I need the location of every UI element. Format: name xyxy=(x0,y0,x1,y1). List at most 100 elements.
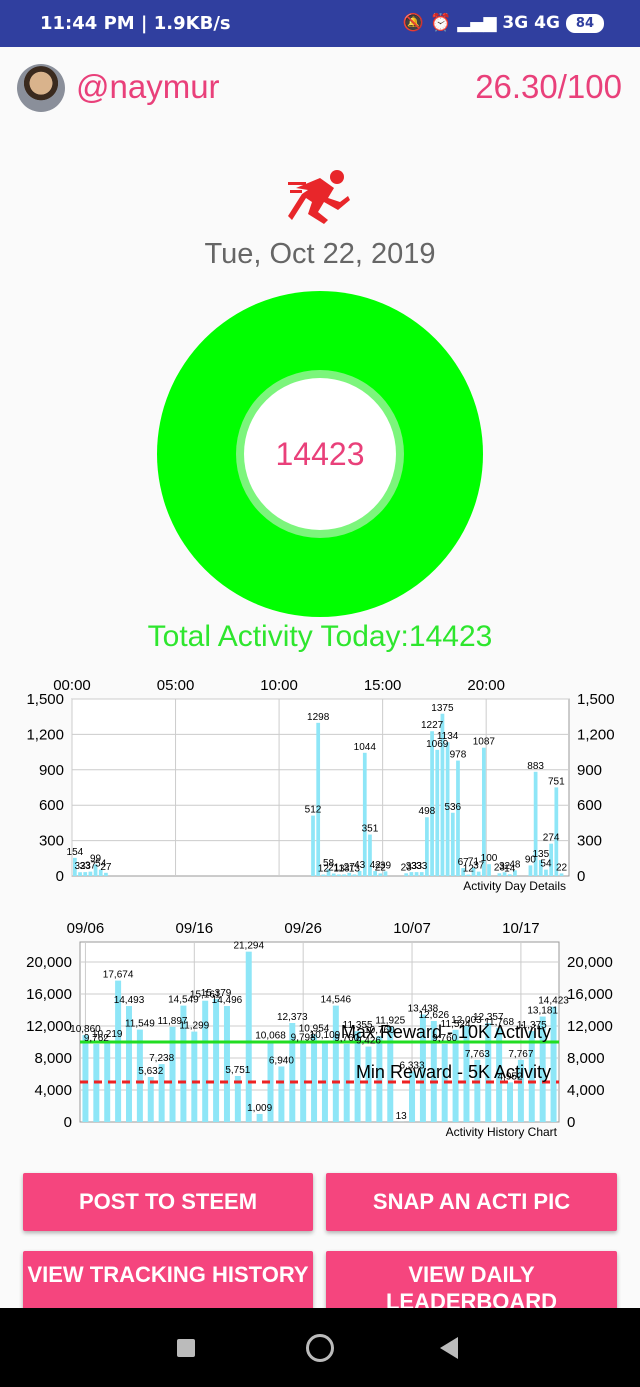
history-chart-bar xyxy=(169,1026,176,1122)
day-chart-bar-label: 33 xyxy=(411,861,423,872)
day-chart-bar-label: 1375 xyxy=(431,703,454,714)
day-chart-bar-label: 1134 xyxy=(437,731,459,742)
history-chart-bar xyxy=(180,1005,187,1122)
status-time: 11:44 PM | 1.9KB/s xyxy=(40,13,231,34)
history-chart-bar xyxy=(550,1006,557,1122)
history-chart-bar-label: 11,897 xyxy=(158,1016,188,1027)
history-chart-bar xyxy=(528,1031,535,1122)
day-chart-bar-label: 33 xyxy=(406,861,418,872)
day-chart-bar xyxy=(316,722,321,876)
history-chart-y-tick-left: 4,000 xyxy=(34,1082,72,1099)
history-chart-bar-label: 9,762 xyxy=(84,1033,109,1044)
history-chart-bar xyxy=(300,1043,307,1122)
history-chart-bar-label: 15,161 xyxy=(190,990,221,1001)
alarm-icon: ⏰ xyxy=(430,13,452,33)
history-chart-y-tick-left: 0 xyxy=(64,1114,72,1131)
history-chart-bar-label: 14,546 xyxy=(321,995,352,1006)
day-chart-y-tick-left: 1,500 xyxy=(26,691,64,708)
day-chart-bar xyxy=(93,864,98,876)
day-chart-bar xyxy=(440,713,445,876)
history-chart-bar xyxy=(245,951,252,1122)
day-chart-bar xyxy=(466,874,471,876)
history-chart-bar-label: 12,373 xyxy=(277,1012,308,1023)
day-chart-bar xyxy=(533,771,538,876)
history-chart-y-tick-left: 16,000 xyxy=(26,986,72,1003)
history-chart-bar-label: 14,549 xyxy=(168,995,199,1006)
history-chart-bar-label: 10,954 xyxy=(299,1023,330,1034)
day-chart-bar-label: 1044 xyxy=(354,742,377,753)
avatar[interactable] xyxy=(17,64,65,112)
history-chart-bar xyxy=(311,1034,318,1122)
day-chart-bar-label: 13 xyxy=(339,863,351,874)
day-chart-bar xyxy=(373,871,377,876)
home-icon[interactable] xyxy=(306,1334,334,1362)
day-chart-y-tick-left: 0 xyxy=(56,868,64,885)
navigation-bar xyxy=(0,1308,640,1387)
history-chart-y-tick-right: 20,000 xyxy=(567,954,613,971)
day-chart-x-tick: 00:00 xyxy=(53,677,91,694)
history-chart-bar xyxy=(507,1082,514,1122)
history-chart-y-tick-left: 12,000 xyxy=(26,1018,72,1035)
day-chart-bar xyxy=(326,869,331,876)
total-activity-label: Total Activity Today:14423 xyxy=(147,620,493,653)
day-chart-bar-label: 512 xyxy=(305,805,322,816)
day-chart-bar-label: 27 xyxy=(344,862,356,873)
history-chart-bar xyxy=(267,1041,274,1122)
day-chart-bar xyxy=(507,874,512,876)
day-chart-y-tick-right: 900 xyxy=(577,762,602,779)
history-chart-bar xyxy=(517,1059,524,1122)
history-chart-limit-lines: Max Reward - 10K Activity Min Reward - 5K… xyxy=(80,1022,559,1084)
day-chart-bar-label: 37 xyxy=(473,861,485,872)
back-icon[interactable] xyxy=(440,1337,458,1359)
day-chart-bar xyxy=(544,869,548,876)
day-chart-bar xyxy=(487,864,491,876)
day-chart-bar-label: 1069 xyxy=(426,739,449,750)
day-chart-y-tick-right: 300 xyxy=(577,833,602,850)
history-chart-bar-label: 11,549 xyxy=(125,1019,155,1030)
history-chart-bar-label: 1,009 xyxy=(247,1103,272,1114)
history-chart-bar-label: 13,438 xyxy=(408,1003,439,1014)
activity-ring xyxy=(157,291,483,617)
runner-icon xyxy=(288,170,350,224)
day-activity-chart: 1543233379954275121298125821131327134310… xyxy=(26,677,615,893)
network-label: 3G 4G xyxy=(502,13,560,33)
day-chart-bar xyxy=(311,815,315,876)
history-chart-y-tick-right: 12,000 xyxy=(567,1018,613,1035)
day-chart-bar xyxy=(88,871,93,876)
day-chart-bar xyxy=(425,817,429,876)
day-chart-bar xyxy=(554,787,559,876)
history-chart-bar xyxy=(539,1016,546,1122)
day-chart-y-tick-right: 1,500 xyxy=(577,691,615,708)
day-chart-bar xyxy=(471,867,476,876)
day-chart-bar xyxy=(383,871,388,876)
history-chart-bar xyxy=(213,998,220,1122)
recents-icon[interactable] xyxy=(177,1339,195,1357)
history-chart-y-tick-right: 16,000 xyxy=(567,986,613,1003)
day-chart-bar-label: 32 xyxy=(74,861,86,872)
post-to-steem-button[interactable]: POST TO STEEM xyxy=(23,1173,313,1231)
history-chart-bar-label: 21,294 xyxy=(233,941,264,952)
ring-value: 14423 xyxy=(275,436,365,472)
day-chart-bar-label: 99 xyxy=(90,853,102,864)
snap-acti-pic-button[interactable]: SNAP AN ACTI PIC xyxy=(326,1173,617,1231)
day-chart-bar xyxy=(73,857,77,876)
day-chart-bar-label: 1227 xyxy=(421,720,444,731)
history-chart-bar xyxy=(202,1000,209,1122)
username[interactable]: @naymur xyxy=(76,68,220,105)
day-chart-bar-label: 54 xyxy=(540,859,552,870)
day-chart-bar-label: 12 xyxy=(318,864,330,875)
history-chart-bar xyxy=(332,1005,339,1122)
day-chart-bar xyxy=(321,874,326,876)
history-chart-bar-label: 11,375 xyxy=(517,1020,547,1031)
day-chart-bar xyxy=(461,868,466,876)
history-chart-bar-label: 9,760 xyxy=(432,1033,457,1044)
day-chart-bar xyxy=(528,865,533,876)
history-chart-bar-label: 7,238 xyxy=(149,1053,174,1064)
day-chart-bar-label: 33 xyxy=(80,861,92,872)
day-chart-bar xyxy=(352,874,357,876)
history-chart-bar-label: 13 xyxy=(396,1111,408,1122)
day-chart-bar xyxy=(368,834,372,876)
history-chart-bar xyxy=(430,1020,437,1122)
history-chart-bar-label: 6,333 xyxy=(400,1060,425,1071)
